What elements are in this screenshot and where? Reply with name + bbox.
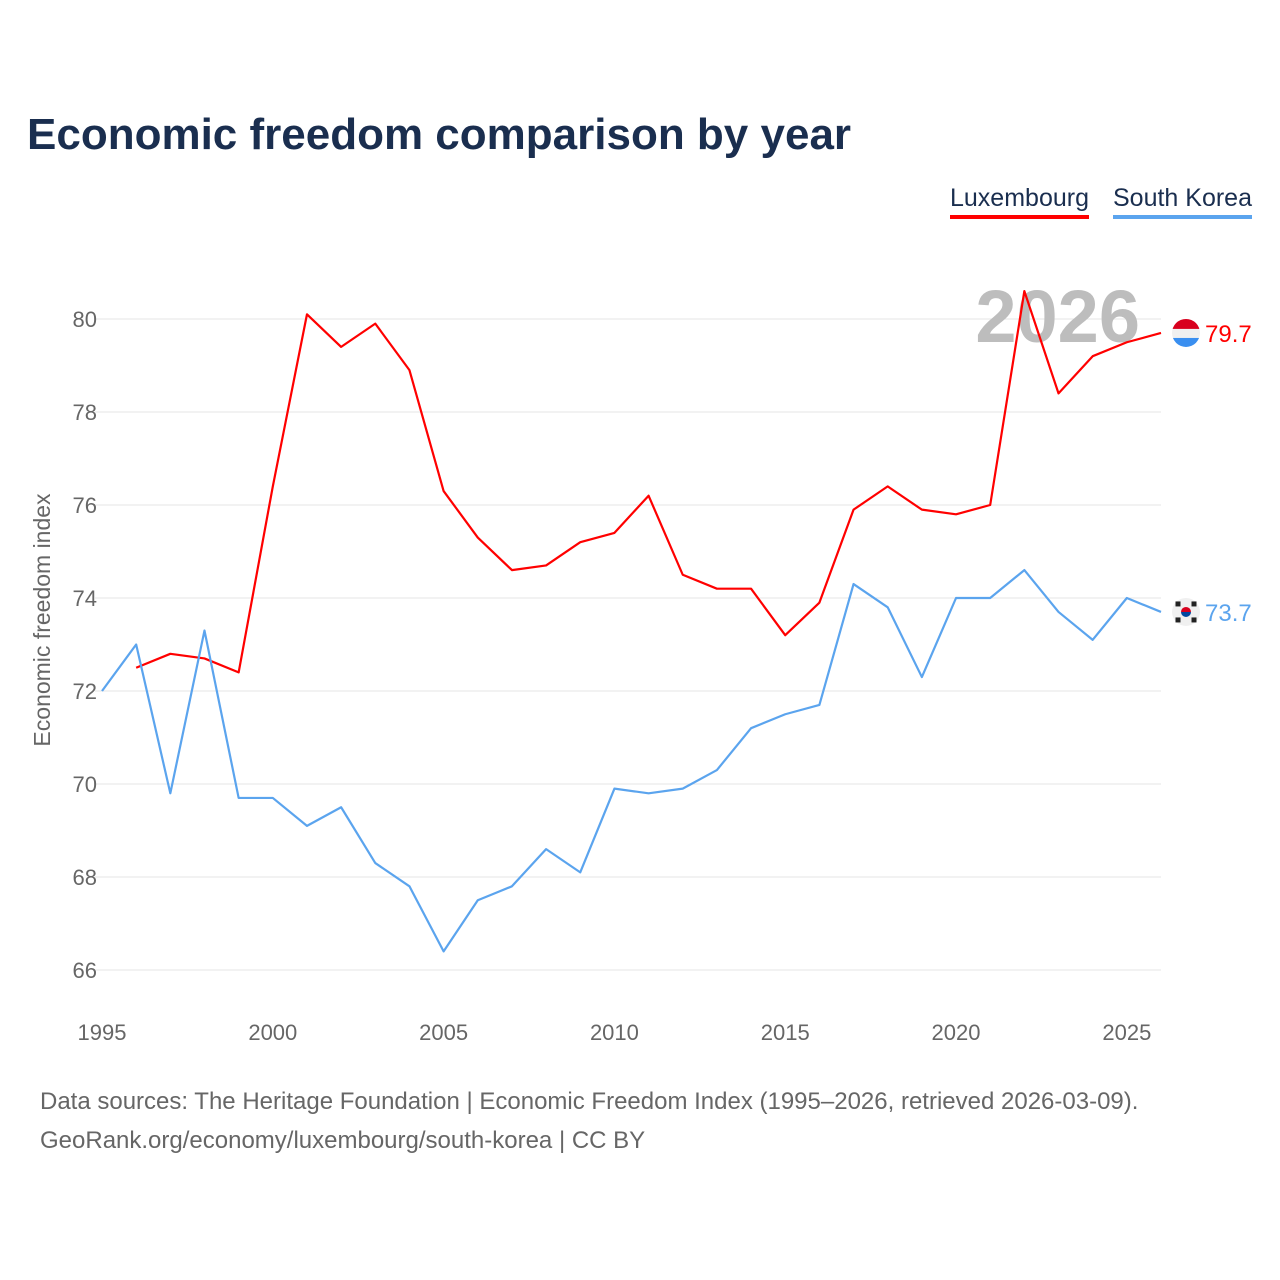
data-point[interactable] [851,507,857,513]
data-point[interactable] [680,572,686,578]
y-tick-label: 66 [73,958,97,983]
y-axis-label: Economic freedom index [29,493,55,747]
series-line-luxembourg[interactable] [135,290,1162,674]
data-point[interactable] [748,586,754,592]
data-point[interactable] [441,948,447,954]
data-point[interactable] [953,595,959,601]
data-point[interactable] [714,586,720,592]
data-point[interactable] [509,567,515,573]
data-point[interactable] [885,483,891,489]
legend-luxembourg[interactable]: Luxembourg [950,184,1089,219]
data-point[interactable] [577,869,583,875]
data-point[interactable] [201,655,207,661]
chart-title: Economic freedom comparison by year [27,110,852,159]
data-point[interactable] [441,488,447,494]
data-point[interactable] [577,539,583,545]
data-point[interactable] [987,595,993,601]
data-point[interactable] [99,688,105,694]
data-point[interactable] [133,642,139,648]
data-point[interactable] [543,562,549,568]
data-point[interactable] [1056,609,1062,615]
data-point[interactable] [611,786,617,792]
end-value-label: 79.7 [1205,321,1252,348]
data-point[interactable] [714,767,720,773]
data-point[interactable] [167,651,173,657]
data-point[interactable] [782,632,788,638]
y-tick-label: 76 [73,493,97,518]
south-korea-flag-icon [1172,597,1200,626]
y-tick-label: 80 [73,307,97,332]
x-tick-label: 2025 [1102,1020,1151,1045]
data-point[interactable] [1090,637,1096,643]
data-point[interactable] [406,883,412,889]
luxembourg-flag-icon [1172,318,1200,347]
data-point[interactable] [167,790,173,796]
x-tick-label: 2015 [761,1020,810,1045]
data-point[interactable] [987,502,993,508]
data-point[interactable] [816,702,822,708]
end-value-label: 73.7 [1205,600,1252,627]
data-point[interactable] [338,344,344,350]
data-point[interactable] [1124,595,1130,601]
data-point[interactable] [270,483,276,489]
data-point[interactable] [475,897,481,903]
data-point[interactable] [1021,288,1027,294]
data-point[interactable] [816,600,822,606]
source-line-1: Data sources: The Heritage Foundation | … [40,1088,1139,1115]
data-point[interactable] [953,511,959,517]
y-tick-label: 74 [73,586,97,611]
y-tick-label: 72 [73,679,97,704]
data-point[interactable] [885,604,891,610]
x-tick-label: 1995 [78,1020,127,1045]
data-point[interactable] [509,883,515,889]
data-point[interactable] [646,493,652,499]
data-point[interactable] [782,711,788,717]
data-point[interactable] [133,665,139,671]
source-line-2[interactable]: GeoRank.org/economy/luxembourg/south-kor… [40,1127,646,1154]
legend-south-korea[interactable]: South Korea [1113,184,1252,219]
data-point[interactable] [611,530,617,536]
data-point[interactable] [1021,567,1027,573]
data-point[interactable] [748,725,754,731]
data-point[interactable] [270,795,276,801]
data-point[interactable] [1124,339,1130,345]
data-point[interactable] [406,367,412,373]
data-point[interactable] [1158,609,1164,615]
y-tick-label: 78 [73,400,97,425]
x-tick-label: 2005 [419,1020,468,1045]
data-point[interactable] [236,669,242,675]
data-point[interactable] [1056,390,1062,396]
data-point[interactable] [304,823,310,829]
data-point[interactable] [543,846,549,852]
x-tick-label: 2020 [932,1020,981,1045]
series-line-south-korea[interactable] [101,568,1162,953]
year-watermark: 2026 [975,275,1140,358]
x-tick-label: 2010 [590,1020,639,1045]
y-tick-label: 68 [73,865,97,890]
data-point[interactable] [1158,330,1164,336]
data-point[interactable] [680,786,686,792]
y-tick-label: 70 [73,772,97,797]
data-point[interactable] [372,321,378,327]
data-point[interactable] [646,790,652,796]
data-point[interactable] [851,581,857,587]
x-tick-label: 2000 [248,1020,297,1045]
data-point[interactable] [475,535,481,541]
data-point[interactable] [201,628,207,634]
data-point[interactable] [919,507,925,513]
data-point[interactable] [304,311,310,317]
data-point[interactable] [372,860,378,866]
data-point[interactable] [338,804,344,810]
data-point[interactable] [1090,353,1096,359]
data-point[interactable] [919,674,925,680]
data-point[interactable] [236,795,242,801]
